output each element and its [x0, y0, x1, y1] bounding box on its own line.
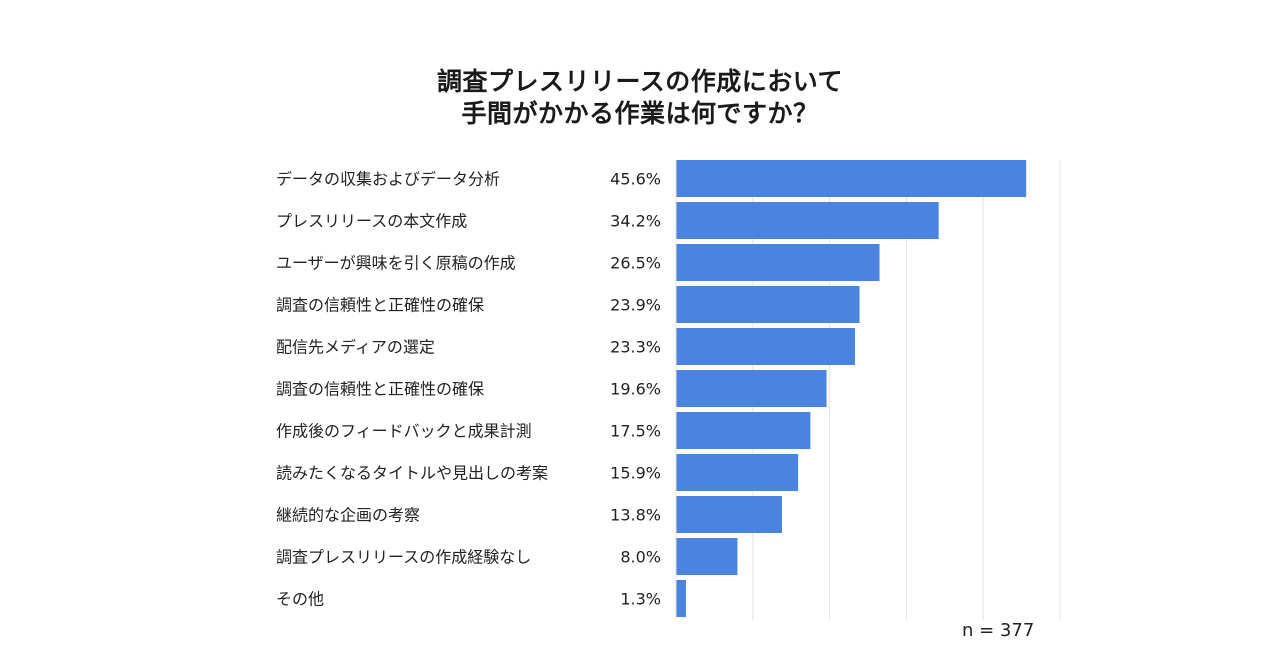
category-label: 継続的な企画の考察 — [276, 506, 420, 525]
value-label: 8.0% — [620, 548, 661, 567]
category-label: その他 — [276, 590, 324, 609]
category-label: 配信先メディアの選定 — [276, 338, 435, 357]
bar — [676, 244, 880, 281]
value-label: 13.8% — [610, 506, 661, 525]
value-label: 23.9% — [610, 296, 661, 315]
category-label: 調査の信頼性と正確性の確保 — [276, 380, 484, 399]
chart-title-line-1: 調査プレスリリースの作成において — [436, 67, 843, 96]
value-label: 17.5% — [610, 422, 661, 441]
sample-size-label: n = 377 — [962, 620, 1035, 641]
category-label: ユーザーが興味を引く原稿の作成 — [276, 254, 516, 273]
category-label: 調査の信頼性と正確性の確保 — [276, 296, 484, 315]
value-label: 1.3% — [620, 590, 661, 609]
category-label: 読みたくなるタイトルや見出しの考案 — [276, 464, 548, 483]
category-label: 作成後のフィードバックと成果計測 — [276, 422, 532, 441]
chart-title-line-2: 手間がかかる作業は何ですか？ — [461, 99, 819, 128]
bar — [676, 160, 1027, 197]
value-label: 19.6% — [610, 380, 661, 399]
bar — [676, 412, 811, 449]
value-label: 45.6% — [610, 170, 661, 189]
bar — [676, 286, 860, 323]
value-label: 34.2% — [610, 212, 661, 231]
bar — [676, 454, 799, 491]
bar — [676, 580, 686, 617]
bar — [676, 370, 827, 407]
value-label: 23.3% — [610, 338, 661, 357]
bar — [676, 538, 738, 575]
bar — [676, 496, 782, 533]
bar — [676, 202, 939, 239]
value-label: 15.9% — [610, 464, 661, 483]
bar — [676, 328, 855, 365]
category-label: データの収集およびデータ分析 — [276, 170, 500, 189]
category-label: 調査プレスリリースの作成経験なし — [276, 548, 531, 567]
value-label: 26.5% — [610, 254, 661, 273]
category-label: プレスリリースの本文作成 — [276, 212, 467, 231]
